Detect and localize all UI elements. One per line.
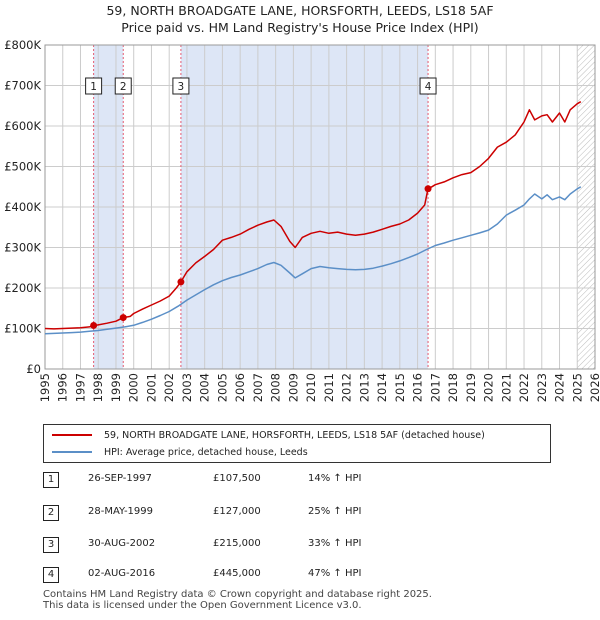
hpi-series-line — [44, 186, 582, 335]
sale-price: £445,000 — [213, 568, 261, 579]
x-tick-label: 1999 — [109, 373, 123, 402]
x-tick-label: 2003 — [180, 373, 194, 402]
legend-label-price: 59, NORTH BROADGATE LANE, HORSFORTH, LEE… — [104, 429, 485, 441]
x-tick-label: 2004 — [198, 373, 212, 402]
x-tick-label: 2001 — [144, 373, 158, 402]
footer: Contains HM Land Registry data © Crown c… — [43, 589, 432, 611]
x-tick-label: 2007 — [251, 373, 265, 402]
x-tick-label: 2025 — [570, 373, 584, 402]
sale-hpi-diff: 47% ↑ HPI — [308, 568, 362, 579]
table-row: 2 28-MAY-1999 £127,000 25% ↑ HPI — [43, 505, 563, 521]
x-tick-label: 2000 — [127, 373, 141, 402]
y-tick-label: £500K — [4, 160, 41, 174]
x-tick-label: 2012 — [340, 373, 354, 402]
x-tick-label: 2008 — [269, 373, 283, 402]
x-tick-label: 2010 — [304, 373, 318, 402]
sale-price: £127,000 — [213, 506, 261, 517]
y-tick-label: £100K — [4, 322, 41, 336]
sale-number-badge: 1 — [43, 472, 59, 488]
sale-point — [177, 278, 185, 286]
sale-point — [90, 321, 98, 329]
x-tick-label: 2019 — [464, 373, 478, 402]
chart-legend: 59, NORTH BROADGATE LANE, HORSFORTH, LEE… — [43, 424, 551, 463]
y-tick-label: £700K — [4, 79, 41, 93]
x-tick-label: 1996 — [56, 373, 70, 402]
x-tick-label: 2002 — [162, 373, 176, 402]
sale-number-box — [172, 77, 190, 95]
plot-border — [44, 44, 596, 370]
sale-number-box — [114, 77, 132, 95]
y-tick-label: £200K — [4, 281, 41, 295]
sale-point — [424, 185, 432, 193]
sale-price: £215,000 — [213, 538, 261, 549]
x-tick-label: 2021 — [499, 373, 513, 402]
x-tick-label: 2024 — [553, 373, 567, 402]
sale-date: 28-MAY-1999 — [88, 506, 154, 517]
y-tick-label: £400K — [4, 200, 41, 214]
sale-number-box — [85, 77, 103, 95]
x-tick-label: 2023 — [535, 373, 549, 402]
sale-hpi-diff: 33% ↑ HPI — [308, 538, 362, 549]
sale-date: 02-AUG-2016 — [88, 568, 156, 579]
sale-hpi-diff: 14% ↑ HPI — [308, 473, 362, 484]
footer-copyright: Contains HM Land Registry data © Crown c… — [43, 589, 432, 600]
legend-item-hpi: HPI: Average price, detached house, Leed… — [52, 444, 308, 460]
x-tick-label: 2018 — [446, 373, 460, 402]
y-tick-label: £800K — [4, 38, 41, 52]
sale-number-badge: 2 — [43, 505, 59, 521]
sale-number-label: 4 — [425, 81, 432, 93]
chart-title: 59, NORTH BROADGATE LANE, HORSFORTH, LEE… — [106, 3, 494, 18]
x-tick-label: 2011 — [322, 373, 336, 402]
legend-swatch-hpi — [52, 451, 92, 453]
x-tick-label: 2017 — [428, 373, 442, 402]
table-row: 1 26-SEP-1997 £107,500 14% ↑ HPI — [43, 472, 563, 488]
x-tick-label: 2009 — [286, 373, 300, 402]
sale-price: £107,500 — [213, 473, 261, 484]
x-tick-label: 2013 — [357, 373, 371, 402]
legend-item-price: 59, NORTH BROADGATE LANE, HORSFORTH, LEE… — [52, 427, 485, 443]
sale-number-badge: 3 — [43, 537, 59, 553]
chart-subtitle: Price paid vs. HM Land Registry's House … — [121, 20, 479, 35]
y-tick-label: £600K — [4, 119, 41, 133]
sale-point — [119, 314, 127, 322]
x-tick-label: 2016 — [411, 373, 425, 402]
x-tick-label: 1997 — [73, 373, 87, 402]
sale-number-label: 1 — [90, 81, 97, 93]
y-tick-label: £0 — [26, 362, 41, 376]
x-tick-label: 2020 — [482, 373, 496, 402]
sale-number-label: 2 — [120, 81, 127, 93]
x-tick-label: 2006 — [233, 373, 247, 402]
table-row: 3 30-AUG-2002 £215,000 33% ↑ HPI — [43, 537, 563, 553]
sale-hpi-diff: 25% ↑ HPI — [308, 506, 362, 517]
x-tick-label: 2026 — [588, 373, 600, 402]
x-tick-label: 2015 — [393, 373, 407, 402]
legend-swatch-price — [52, 434, 92, 436]
sale-number-box — [419, 77, 437, 95]
price-series-line — [44, 101, 582, 330]
table-row: 4 02-AUG-2016 £445,000 47% ↑ HPI — [43, 567, 563, 583]
footer-licence: This data is licensed under the Open Gov… — [43, 600, 362, 611]
x-tick-label: 1995 — [38, 373, 52, 402]
sale-date: 26-SEP-1997 — [88, 473, 152, 484]
sale-number-badge: 4 — [43, 567, 59, 583]
y-tick-label: £300K — [4, 241, 41, 255]
x-tick-label: 2022 — [517, 373, 531, 402]
x-tick-label: 2005 — [215, 373, 229, 402]
sale-date: 30-AUG-2002 — [88, 538, 156, 549]
x-tick-label: 2014 — [375, 373, 389, 402]
legend-label-hpi: HPI: Average price, detached house, Leed… — [104, 446, 308, 458]
x-tick-label: 1998 — [91, 373, 105, 402]
sale-number-label: 3 — [178, 81, 185, 93]
price-chart: £0 £100K £200K £300K £400K £500K £600K £700K £80… — [4, 38, 600, 402]
